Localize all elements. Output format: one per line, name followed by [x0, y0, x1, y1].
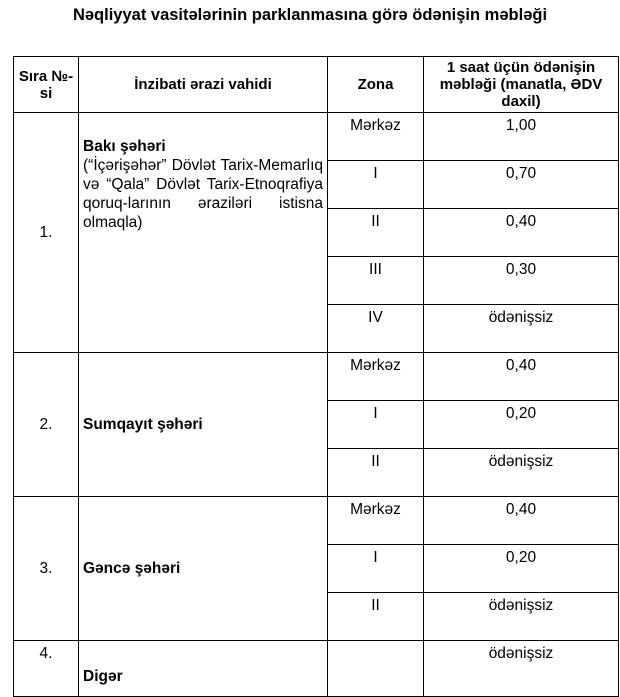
header-unit: İnzibati ərazi vahidi [78, 56, 328, 113]
amount-cell: ödənişsiz [423, 640, 619, 697]
zone-cell: II [327, 592, 424, 641]
table-row: 2. Sumqayıt şəhəri Mərkəz 0,40 [13, 352, 619, 497]
zone-cell: IV [327, 304, 424, 353]
header-no: Sıra №-si [13, 56, 79, 113]
unit-name: Digər [83, 668, 123, 685]
unit-name-cell: Sumqayıt şəhəri [78, 352, 328, 497]
row-number: 2. [13, 352, 79, 497]
header-amount: 1 saat üçün ödənişin məbləği (manatla, Ə… [423, 56, 619, 113]
amount-cell: 0,30 [423, 256, 619, 305]
table-row: I 0,20 [14, 544, 619, 593]
amount-cell: 0,40 [423, 496, 619, 545]
amount-cell: 1,00 [423, 112, 619, 161]
table-row: I 0,20 [14, 400, 619, 449]
parking-fee-table: Sıra №-si İnzibati ərazi vahidi Zona 1 s… [13, 56, 619, 697]
amount-cell: 0,70 [423, 160, 619, 209]
amount-cell: 0,40 [423, 352, 619, 401]
amount-cell: ödənişsiz [423, 304, 619, 353]
zone-cell: I [327, 400, 424, 449]
unit-name: Sumqayıt şəhəri [83, 415, 203, 433]
document-title: Nəqliyyat vasitələrinin parklanmasına gö… [72, 6, 548, 24]
unit-note: (“İçərişəhər” Dövlət Tarix-Memarlıq və “… [83, 157, 323, 231]
table-row: 1. Bakı şəhəri (“İçərişəhər” Dövlət Tarix-… [13, 112, 619, 353]
unit-name: Bakı şəhəri [83, 138, 166, 155]
table-row: 3. Gəncə şəhəri Mərkəz 0,40 [13, 496, 619, 641]
amount-cell: ödənişsiz [423, 592, 619, 641]
header-row: Sıra №-si İnzibati ərazi vahidi Zona 1 s… [13, 56, 619, 113]
unit-name-cell: Digər [78, 640, 328, 697]
amount-cell: 0,40 [423, 208, 619, 257]
zone-cell: III [327, 256, 424, 305]
table-row: III 0,30 [14, 256, 619, 305]
table-row: II 0,40 [14, 208, 619, 257]
header-zone: Zona [327, 56, 424, 113]
zone-cell [327, 640, 424, 697]
table-row: IV ödənişsiz [14, 304, 619, 353]
unit-name-cell: Bakı şəhəri (“İçərişəhər” Dövlət Tarix-Me… [78, 112, 328, 353]
zone-cell: I [327, 160, 424, 209]
amount-cell: 0,20 [423, 544, 619, 593]
row-number: 1. [13, 112, 79, 353]
row-number: 4. [13, 640, 79, 697]
unit-name-cell: Gəncə şəhəri [78, 496, 328, 641]
row-number: 3. [13, 496, 79, 641]
table-row: II ödənişsiz [14, 448, 619, 497]
table-row: II ödənişsiz [14, 592, 619, 641]
zone-cell: I [327, 544, 424, 593]
amount-cell: ödənişsiz [423, 448, 619, 497]
zone-cell: Mərkəz [327, 496, 424, 545]
amount-cell: 0,20 [423, 400, 619, 449]
zone-cell: II [327, 208, 424, 257]
zone-cell: II [327, 448, 424, 497]
unit-name: Gəncə şəhəri [83, 559, 181, 577]
zone-cell: Mərkəz [327, 112, 424, 161]
table-row: 4. Digər ödənişsiz [13, 640, 619, 697]
zone-cell: Mərkəz [327, 352, 424, 401]
